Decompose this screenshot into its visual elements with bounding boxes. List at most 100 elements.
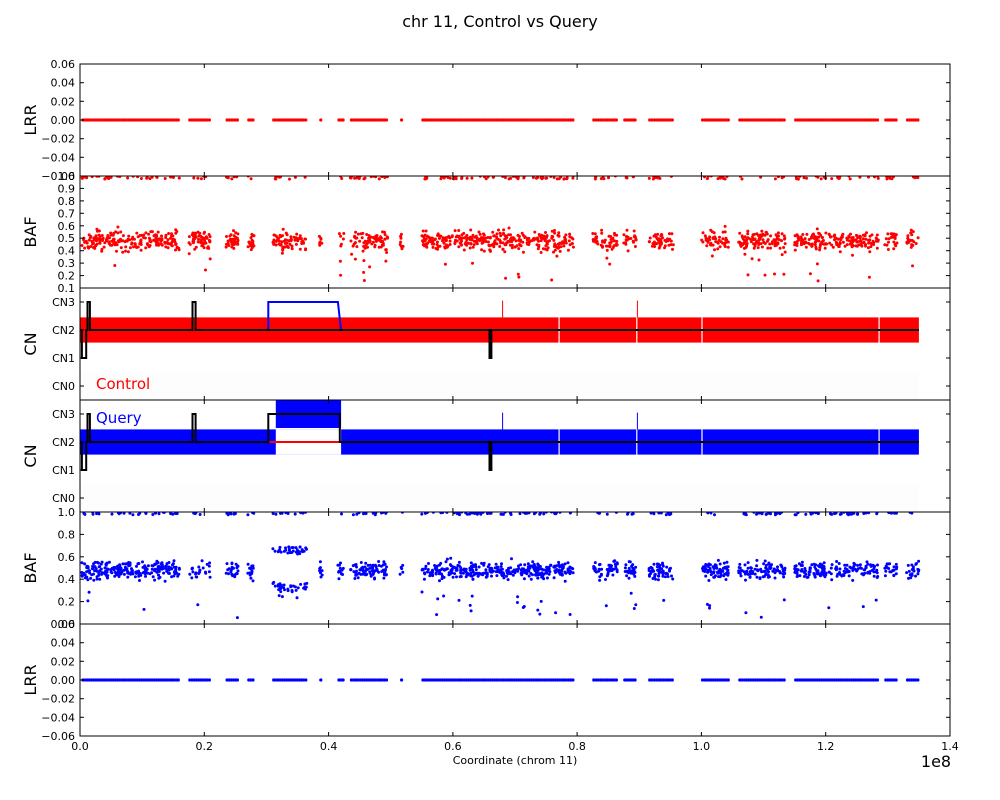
query-baf-point (374, 565, 378, 569)
control-baf-point (738, 240, 742, 244)
control-baf-point (167, 232, 171, 235)
query-baf-point (870, 569, 874, 572)
control-baf-point (232, 176, 236, 179)
control-baf-point (596, 242, 600, 246)
query-baf-point (817, 572, 821, 576)
query-baf-point (228, 512, 232, 515)
query-baf-point (279, 587, 282, 591)
control-baf-point (591, 232, 595, 235)
query-baf-point (339, 572, 343, 576)
control-lrr-point (670, 118, 674, 122)
query-baf-point (822, 572, 826, 575)
control-baf-point (477, 237, 481, 241)
control-baf-point (443, 262, 447, 266)
control-baf-point (823, 246, 827, 250)
query-lrr-point (146, 678, 150, 682)
query-baf-point (157, 573, 161, 577)
query-baf-point (713, 513, 716, 517)
query-baf-point (364, 561, 368, 565)
control-baf-point (373, 176, 377, 179)
query-baf-point (739, 569, 743, 573)
query-lrr-point (477, 678, 481, 682)
query-baf-point (293, 512, 297, 516)
query-baf-point (98, 569, 102, 573)
query-lrr-point (850, 678, 854, 682)
control-baf-point (232, 234, 236, 238)
query-baf-point (759, 512, 763, 515)
control-baf-point (850, 245, 854, 249)
control-baf-point (718, 245, 722, 249)
control-baf-point (601, 244, 604, 248)
control-lrr-ytick-label: −0.04 (41, 151, 75, 164)
control-baf-point (750, 257, 754, 261)
control-baf-point (712, 231, 716, 235)
query-baf-point (500, 573, 504, 577)
query-lrr-point (648, 678, 652, 682)
query-baf-point (812, 562, 816, 566)
query-baf-point (593, 569, 597, 572)
control-baf-point (857, 243, 861, 247)
query-baf-point (490, 570, 494, 574)
control-baf-point (102, 245, 106, 249)
control-baf-point (766, 238, 770, 242)
control-baf-point (775, 237, 779, 241)
control-lrr-point (356, 118, 360, 122)
panels: −0.06−0.04−0.020.000.020.040.06LRR0.10.2… (21, 58, 951, 743)
query-baf-point (452, 512, 456, 515)
control-baf-point (517, 275, 521, 279)
control-lrr-point (599, 118, 603, 122)
query-baf-point (471, 570, 475, 574)
control-lrr-point (798, 118, 802, 122)
query-lrr-point (176, 678, 180, 682)
query-baf-point (420, 568, 424, 572)
control-lrr-point (850, 118, 854, 122)
control-baf-point (782, 246, 786, 249)
query-baf-point (539, 599, 543, 603)
query-baf-point (480, 561, 484, 565)
query-baf-point (566, 561, 570, 565)
control-lrr-point (98, 118, 102, 122)
control-baf-point (658, 243, 662, 247)
query-baf-point (568, 512, 572, 515)
query-baf-point (153, 512, 157, 515)
control-baf-point (865, 231, 868, 235)
query-baf-point (233, 512, 237, 516)
control-baf-point (106, 236, 109, 240)
control-lrr-point (477, 118, 481, 122)
query-baf-point (722, 574, 726, 578)
control-baf-point (84, 176, 88, 179)
control-lrr-point (666, 118, 670, 122)
query-baf-point (170, 567, 174, 571)
control-lrr-point (380, 118, 384, 122)
query-baf-point (662, 598, 666, 602)
query-baf-point (86, 578, 90, 582)
query-baf-point (146, 564, 150, 568)
query-baf-point (743, 512, 747, 516)
query-baf-point (718, 567, 722, 571)
query-lrr-point (133, 678, 137, 682)
query-lrr-point (291, 678, 295, 682)
query-baf-point (858, 563, 862, 567)
x-offset-label: 1e8 (921, 752, 951, 771)
query-lrr-point (488, 678, 492, 682)
control-baf-point (723, 230, 727, 234)
query-baf-point (150, 564, 154, 568)
query-baf-point (141, 560, 144, 564)
query-baf-point (353, 577, 357, 580)
control-lrr-point (547, 118, 551, 122)
control-baf-point (124, 249, 127, 253)
control-lrr-point (532, 118, 536, 122)
query-baf-point (749, 566, 753, 570)
query-baf-point (738, 562, 742, 566)
query-baf-point (276, 583, 280, 587)
control-baf-point (208, 239, 211, 242)
query-baf-point (495, 574, 499, 578)
control-baf-point (845, 236, 849, 240)
query-lrr-point (747, 678, 751, 682)
query-baf-point (273, 549, 277, 553)
query-lrr-point (762, 678, 766, 682)
control-lrr-point (740, 118, 744, 122)
control-baf-point (659, 238, 663, 242)
query-baf-point (759, 615, 763, 619)
query-baf-point (337, 577, 341, 581)
